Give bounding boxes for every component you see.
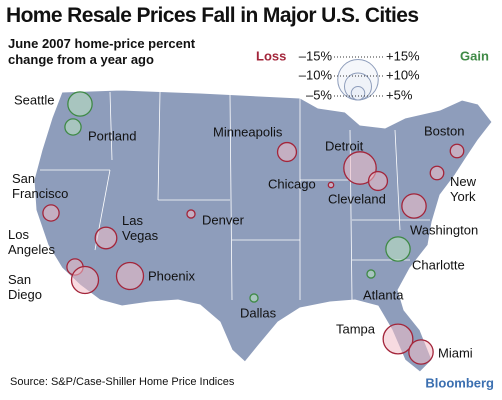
city-label: San Diego: [8, 272, 42, 302]
city-label: Charlotte: [412, 257, 465, 272]
subtitle: June 2007 home-price percent change from…: [8, 36, 196, 67]
city-label: Phoenix: [148, 268, 195, 283]
city-bubble: [401, 193, 427, 219]
city-bubble: [367, 170, 389, 192]
legend: Loss Gain –15% +15% –10% +10% –5% +5%: [256, 48, 489, 102]
city-label: Atlanta: [363, 287, 404, 302]
city-label: Los Angeles: [8, 227, 55, 257]
city-label: Seattle: [14, 92, 54, 107]
legend-gain-size: +10%: [386, 67, 420, 82]
city-label: Portland: [88, 128, 136, 143]
legend-loss-size: –15%: [299, 48, 333, 63]
city-bubble: [327, 181, 335, 189]
city-label: Detroit: [325, 138, 364, 153]
us-map: [33, 89, 493, 373]
city-bubble: [382, 323, 414, 355]
city-bubble: [385, 236, 411, 262]
city-label: Cleveland: [328, 191, 386, 206]
source: Source: S&P/Case-Shiller Home Price Indi…: [10, 376, 235, 388]
city-bubble: [186, 209, 196, 219]
city-label: Las Vegas: [122, 213, 159, 243]
city-bubble: [449, 143, 465, 159]
city-bubble: [42, 204, 60, 222]
city-bubble: [249, 293, 259, 303]
city-bubble: [408, 339, 434, 365]
state-lines: [40, 91, 430, 301]
legend-circle: [350, 86, 366, 101]
city-label: Minneapolis: [213, 124, 283, 139]
city-bubble: [429, 165, 445, 181]
city-label: Miami: [438, 345, 473, 360]
city-bubble: [115, 261, 145, 291]
city-bubble: [67, 91, 93, 117]
city-label: Dallas: [240, 305, 277, 320]
legend-gain-size: +15%: [386, 48, 420, 63]
legend-gain-size: +5%: [386, 87, 413, 102]
city-bubble: [64, 118, 82, 136]
city-label: Tampa: [336, 321, 376, 336]
bubbles: Seattle Portland San Francisco Los Angeles San…: [8, 91, 478, 365]
legend-gain: Gain: [460, 48, 489, 63]
legend-loss: Loss: [256, 48, 286, 63]
legend-loss-size: –10%: [299, 67, 333, 82]
city-label: Denver: [202, 212, 245, 227]
title: Home Resale Prices Fall in Major U.S. Ci…: [6, 4, 419, 27]
city-bubble: [276, 141, 298, 163]
legend-loss-size: –5%: [306, 87, 332, 102]
city-label: New York: [450, 174, 477, 204]
city-bubble: [343, 151, 377, 185]
city-label: Washington: [410, 222, 478, 237]
brand: Bloomberg: [425, 375, 494, 390]
city-bubble: [366, 269, 376, 279]
city-bubble: [94, 226, 118, 250]
city-label: Boston: [424, 123, 464, 138]
city-label: Chicago: [268, 176, 316, 191]
city-label: San Francisco: [12, 171, 68, 201]
city-bubble: [70, 265, 100, 295]
